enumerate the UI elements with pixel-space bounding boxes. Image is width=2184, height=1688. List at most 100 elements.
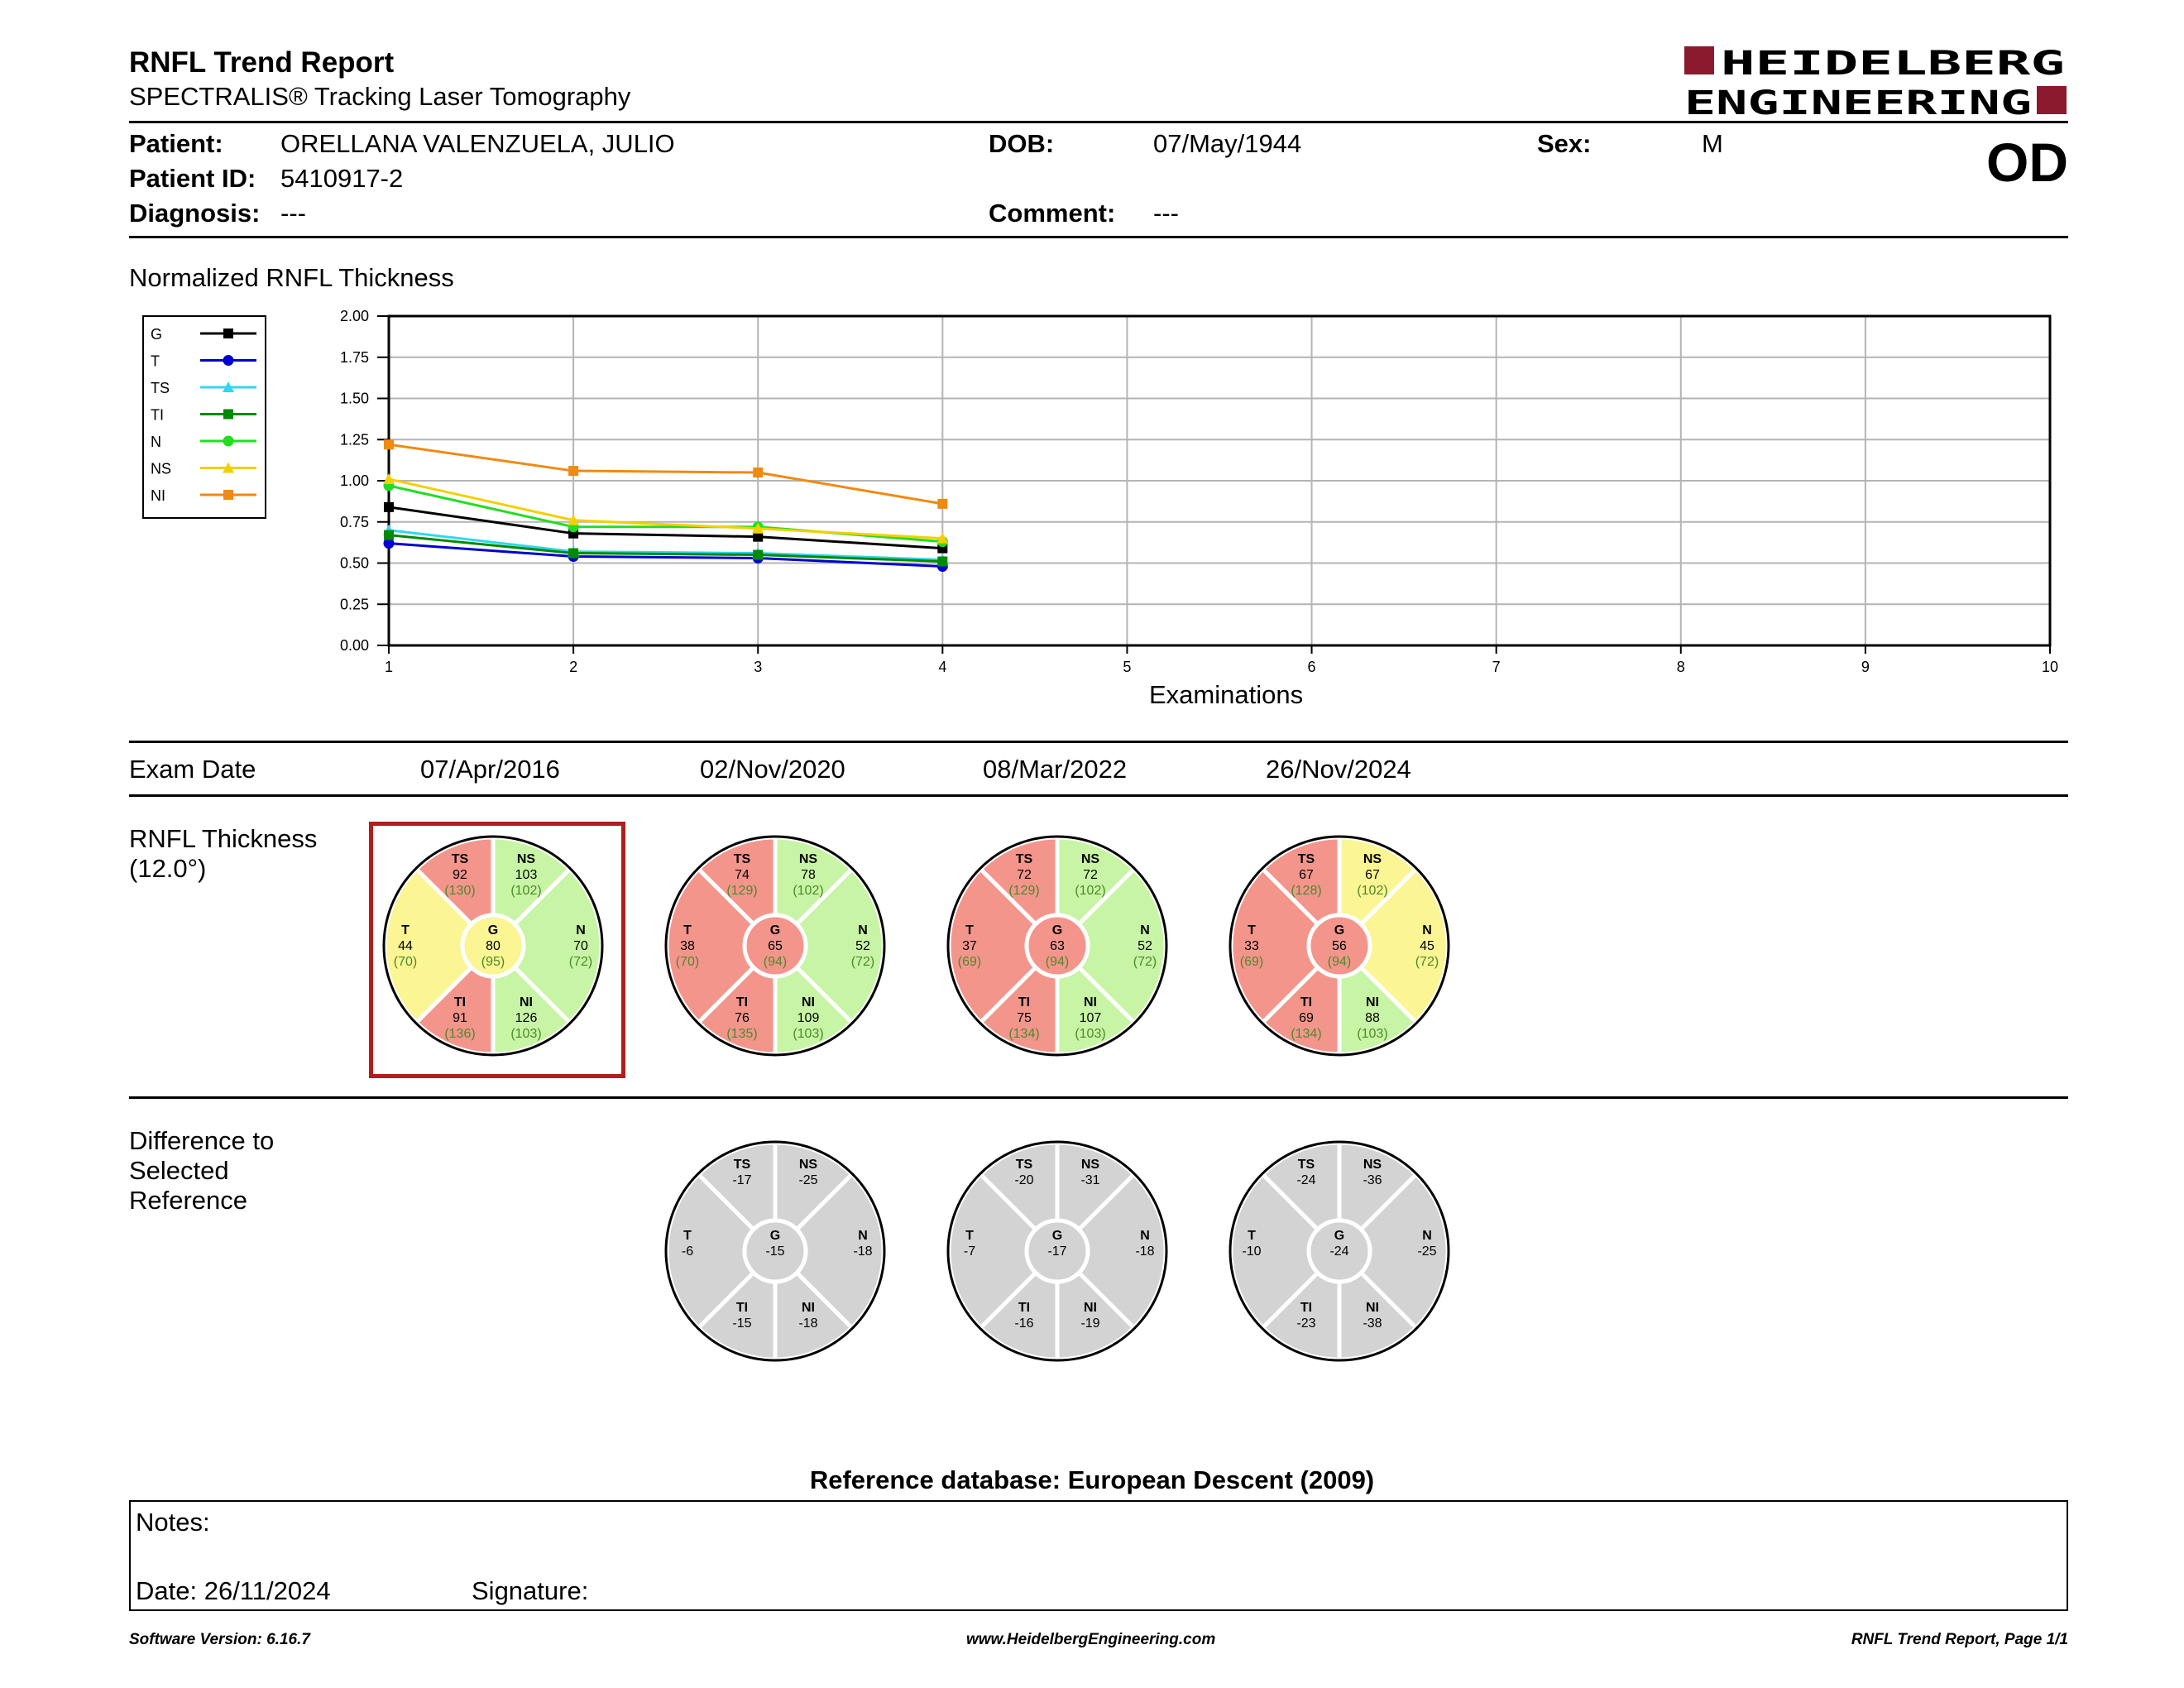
sector-value-g: 80 bbox=[486, 939, 500, 953]
data-point-ns bbox=[568, 514, 580, 525]
sector-reference-ts: (129) bbox=[1008, 884, 1039, 898]
sector-difference-n: -18 bbox=[853, 1244, 872, 1259]
sector-label-ts: TS bbox=[734, 1158, 751, 1172]
x-tick-label: 9 bbox=[1861, 659, 1870, 675]
sector-label-ni: NI bbox=[1366, 995, 1379, 1009]
x-tick-label: 6 bbox=[1308, 659, 1316, 675]
difference-circle-2: TS -20 NS -31 N -18 NI -19 TI -16 T -7 G -17 bbox=[946, 1139, 1169, 1363]
diagnosis-value: --- bbox=[280, 199, 306, 228]
sector-reference-t: (70) bbox=[394, 955, 417, 969]
sector-difference-n: -18 bbox=[1135, 1244, 1154, 1259]
sector-value-ni: 126 bbox=[515, 1011, 538, 1025]
sector-label-ts: TS bbox=[1298, 1158, 1315, 1172]
sector-difference-ni: -38 bbox=[1363, 1316, 1382, 1331]
legend-label-ni: NI bbox=[151, 487, 165, 504]
sector-reference-g: (94) bbox=[1328, 955, 1351, 969]
sector-value-ti: 91 bbox=[453, 1011, 467, 1025]
sector-reference-ni: (103) bbox=[793, 1027, 823, 1041]
sector-label-g: G bbox=[1334, 923, 1344, 938]
selected-reference-highlight[interactable] bbox=[369, 822, 625, 1078]
rnfl-thickness-circle-3[interactable]: TS 72 (129) NS 72 (102) N 52 (72) NI 107 (103) TI 75 (… bbox=[946, 834, 1169, 1057]
legend-marker-t bbox=[223, 355, 234, 366]
dob-label: DOB: bbox=[989, 129, 1055, 158]
sector-reference-t: (70) bbox=[676, 955, 699, 969]
sector-label-ts: TS bbox=[1016, 852, 1033, 866]
difference-circle-3: TS -24 NS -36 N -25 NI -38 TI -23 T -10 G -24 bbox=[1228, 1139, 1451, 1363]
sex-label: Sex: bbox=[1537, 129, 1592, 158]
sector-g bbox=[742, 913, 808, 979]
sector-label-ts: TS bbox=[1298, 852, 1315, 866]
x-tick-label: 7 bbox=[1492, 659, 1501, 675]
sector-reference-g: (94) bbox=[764, 955, 787, 969]
x-tick-label: 4 bbox=[938, 659, 946, 675]
series-g bbox=[384, 501, 948, 554]
sector-value-g: 65 bbox=[768, 939, 783, 953]
sector-label-ti: TI bbox=[454, 995, 466, 1009]
sector-label-g: G bbox=[488, 923, 498, 938]
page-indicator: RNFL Trend Report, Page 1/1 bbox=[1851, 1631, 2068, 1648]
sector-label-ni: NI bbox=[1084, 1301, 1097, 1315]
sector-label-ns: NS bbox=[799, 852, 818, 866]
y-tick-label: 0.75 bbox=[340, 514, 369, 530]
sector-label-n: N bbox=[576, 923, 586, 938]
trend-chart: 0.00 0.25 0.50 0.75 1.00 1.25 1.50 1.75 2.00 1 2 3 4… bbox=[273, 298, 2060, 712]
sector-value-n: 52 bbox=[855, 939, 870, 953]
sector-label-ts: TS bbox=[452, 852, 469, 866]
sector-label-g: G bbox=[1334, 1229, 1344, 1243]
circle-outline bbox=[664, 1140, 886, 1362]
sector-label-ni: NI bbox=[802, 995, 815, 1009]
legend-marker-ni bbox=[223, 490, 233, 500]
sector-difference-t: -10 bbox=[1242, 1244, 1261, 1259]
legend-marker-ti bbox=[223, 409, 233, 420]
legend-label-ns: NS bbox=[151, 461, 171, 477]
notes-box[interactable] bbox=[129, 1500, 2068, 1611]
sector-value-ni: 109 bbox=[797, 1011, 820, 1025]
sector-value-ts: 74 bbox=[735, 868, 750, 882]
sector-difference-g: -24 bbox=[1329, 1244, 1348, 1259]
sector-label-ti: TI bbox=[736, 1301, 748, 1315]
data-point-ni bbox=[384, 439, 394, 450]
sector-label-n: N bbox=[1422, 923, 1432, 938]
legend-label-g: G bbox=[151, 326, 162, 343]
sector-label-n: N bbox=[1140, 923, 1150, 938]
diagnosis-label: Diagnosis: bbox=[129, 199, 261, 228]
exam-date-3: 08/Mar/2022 bbox=[983, 755, 1128, 784]
series-ns bbox=[383, 473, 949, 544]
sector-label-t: T bbox=[683, 1229, 692, 1243]
x-tick-label: 2 bbox=[569, 659, 577, 675]
sector-difference-ns: -25 bbox=[798, 1173, 817, 1187]
sector-value-ns: 72 bbox=[1083, 868, 1098, 882]
website-link[interactable]: www.HeidelbergEngineering.com bbox=[966, 1631, 1216, 1648]
comment-value: --- bbox=[1153, 199, 1179, 228]
sector-value-ts: 72 bbox=[1017, 868, 1032, 882]
sector-value-ti: 76 bbox=[735, 1011, 750, 1025]
sector-label-ns: NS bbox=[799, 1158, 818, 1172]
data-point-ti bbox=[753, 549, 764, 560]
x-tick-label: 10 bbox=[2042, 659, 2058, 675]
sector-label-ni: NI bbox=[1366, 1301, 1379, 1315]
rnfl-thickness-circle-1[interactable]: TS 92 (130) NS 103 (102) N 70 (72) NI 126 (103) TI 91… bbox=[381, 834, 605, 1057]
chart-divider bbox=[129, 741, 2068, 743]
logo-line1: HEIDELBERG bbox=[1721, 45, 2065, 83]
sector-label-ns: NS bbox=[1363, 852, 1382, 866]
circle-outline bbox=[382, 835, 604, 1057]
sector-label-g: G bbox=[1052, 1229, 1062, 1243]
circle-outline bbox=[1228, 835, 1450, 1057]
series-line-ni bbox=[388, 443, 943, 506]
y-tick-label: 1.25 bbox=[340, 431, 369, 448]
sector-reference-g: (95) bbox=[481, 955, 505, 969]
sector-difference-ti: -23 bbox=[1296, 1316, 1315, 1331]
sector-label-t: T bbox=[1248, 1229, 1256, 1243]
reference-database: Reference database: European Descent (20… bbox=[809, 1465, 1375, 1494]
legend-label-t: T bbox=[151, 353, 160, 370]
sector-label-ti: TI bbox=[736, 995, 748, 1009]
legend-marker-ts bbox=[223, 381, 234, 392]
rnfl-thickness-circle-4[interactable]: TS 67 (128) NS 67 (102) N 45 (72) NI 88 (103) TI 69 (1… bbox=[1228, 834, 1451, 1057]
sector-reference-ti: (135) bbox=[726, 1027, 757, 1041]
sector-value-n: 45 bbox=[1420, 939, 1434, 953]
report-subtitle: SPECTRALIS® Tracking Laser Tomography bbox=[129, 82, 631, 111]
sector-label-ns: NS bbox=[1363, 1158, 1382, 1172]
sector-g bbox=[1024, 1218, 1090, 1284]
rnfl-thickness-circle-2[interactable]: TS 74 (129) NS 78 (102) N 52 (72) NI 109 (103) TI 76 (… bbox=[663, 834, 887, 1057]
sex-value: M bbox=[1702, 129, 1723, 158]
